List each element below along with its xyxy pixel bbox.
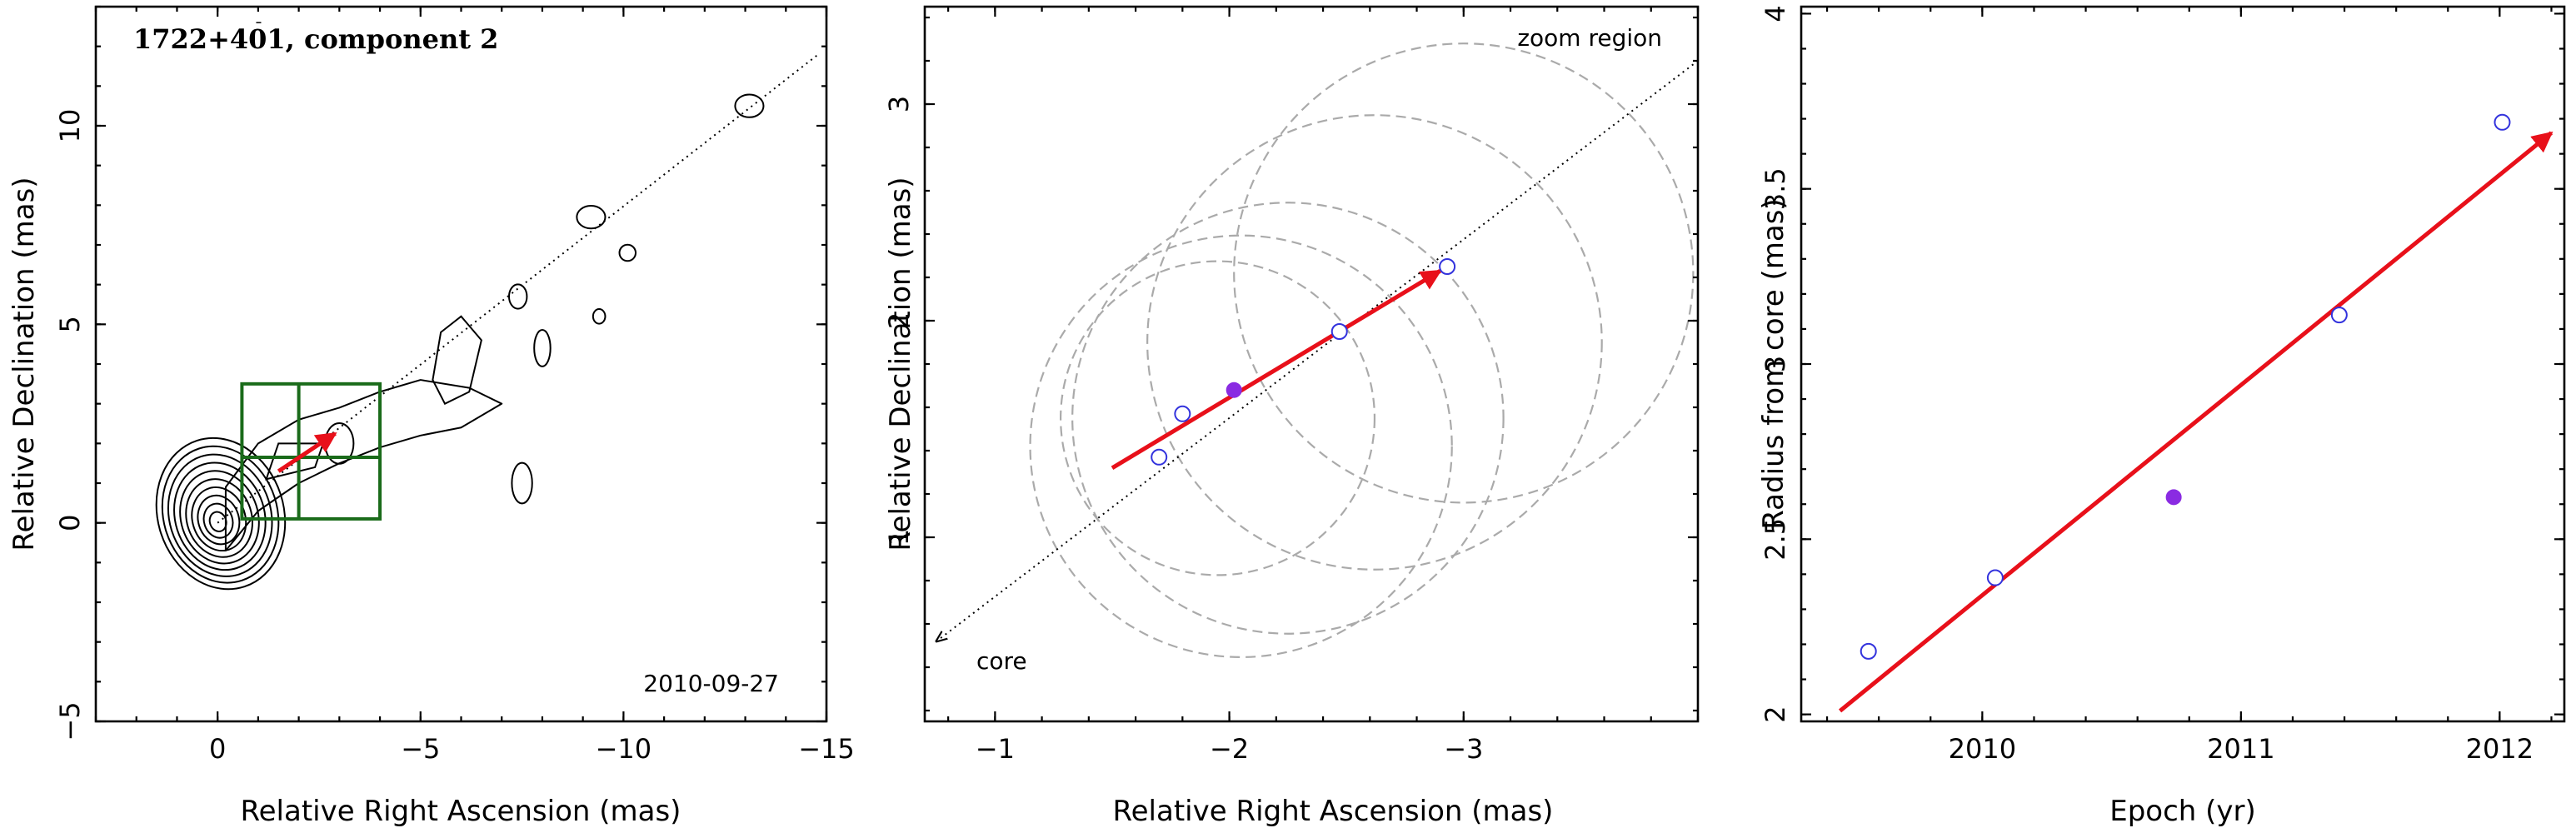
zoom-region-label: zoom region [1517, 24, 1662, 52]
panel1-xtick-label: 0 [209, 733, 226, 765]
panel2-ytick-label: 1 [883, 529, 915, 546]
panel3-xtick-label: 2012 [2466, 733, 2534, 765]
component-position-open [1151, 448, 1168, 466]
contour-map [155, 93, 765, 591]
panel2-frame [923, 5, 1700, 723]
epoch-point-open [2494, 113, 2511, 131]
panel3-xtick-label: 2011 [2207, 733, 2274, 765]
panel3-frame [1800, 5, 2566, 723]
panel-zoom-region: −1 −2 −3 1 2 3 zoom region core Relative Righ… [883, 5, 1700, 828]
panel3-ylabel: Radius from core (mas) [1757, 198, 1790, 529]
panel1-xtick-label: −10 [596, 733, 652, 765]
panel3-xtick-label: 2010 [1949, 733, 2016, 765]
jet-blob-contour [533, 329, 552, 367]
component-position-open [1330, 323, 1348, 340]
core-contour [202, 502, 234, 539]
panel1-ytick-label: 5 [54, 316, 86, 332]
panel1-ytick-label: 0 [54, 514, 86, 531]
panel3-ytick-label: 3.5 [1760, 167, 1791, 210]
jet-blob-contour [576, 204, 607, 230]
core-label: core [976, 647, 1027, 675]
panel2-ytick-label: 2 [883, 312, 915, 329]
panel2-xlabel: Relative Right Ascension (mas) [1113, 795, 1554, 828]
panel2-xtick-label: −3 [1444, 733, 1483, 765]
core-contour [191, 486, 247, 552]
panel-radius-vs-epoch: 2010 2011 2012 2 2.5 3 3.5 4 Epoch (yr) Radius … [1757, 5, 2566, 828]
panel3-ytick-label: 3 [1760, 356, 1791, 372]
panel2-marks [936, 42, 1698, 658]
epoch-point-filled [2165, 489, 2182, 506]
component-size-circle [1060, 260, 1376, 576]
component-size-circle [1233, 42, 1695, 504]
jet-blob-contour [511, 461, 533, 505]
panel1-ylabel: Relative Declination (mas) [7, 177, 41, 551]
component-size-circle [1071, 202, 1505, 635]
panel1-ytick-label: 10 [54, 109, 86, 143]
panel3-xlabel: Epoch (yr) [2109, 795, 2256, 828]
core-contour [179, 470, 260, 565]
jet-blob-contour [618, 243, 637, 262]
panel1-frame [94, 5, 828, 723]
core-contour [155, 436, 287, 591]
beam-mark [253, 22, 262, 39]
jet-knot-contour [432, 315, 482, 405]
panel3-ytick-label: 2.5 [1760, 518, 1791, 561]
panel1-xtick-label: −15 [798, 733, 855, 765]
fit-arrow [1838, 131, 2554, 713]
panel1-title: 1722+401, component 2 [133, 23, 498, 55]
zoom-box [240, 382, 382, 521]
jet-outer-contour [224, 379, 503, 552]
jet-blob-contour [507, 283, 528, 310]
component-position-open [1439, 258, 1456, 275]
epoch-point-open [1986, 569, 2004, 586]
motion-arrow [277, 431, 337, 473]
jet-blob-contour [734, 93, 765, 118]
epoch-point-open [1860, 642, 1877, 660]
panel2-ticks: −1 −2 −3 1 2 3 [883, 7, 1700, 765]
panel1-date-label: 2010-09-27 [643, 670, 779, 697]
jet-blob-contour [592, 308, 607, 325]
panel1-xtick-label: −5 [401, 733, 440, 765]
core-contour [161, 445, 280, 584]
jet-axis-line [936, 60, 1698, 641]
panel3-ytick-label: 2 [1760, 706, 1791, 722]
epoch-point-open [2330, 307, 2348, 324]
panel2-xtick-label: −2 [1210, 733, 1249, 765]
motion-arrow [1111, 269, 1442, 470]
panel1-ytick-label: −5 [54, 701, 86, 741]
core-contour [173, 461, 267, 571]
component-position-filled [1226, 382, 1242, 398]
panel2-ylabel: Relative Declination (mas) [884, 177, 917, 551]
component-size-circle [1146, 114, 1603, 571]
panel3-marks [1838, 113, 2554, 713]
panel2-ytick-label: 3 [883, 96, 915, 112]
component-size-circle [1029, 234, 1453, 658]
panel-contour-map: 0 −5 −10 −15 −5 0 5 10 1722+401, component 2 20… [7, 5, 855, 828]
panel3-ticks: 2010 2011 2012 2 2.5 3 3.5 4 [1760, 5, 2564, 765]
panel1-marks [217, 22, 819, 524]
component-position-open [1174, 405, 1191, 422]
panel2-xtick-label: −1 [976, 733, 1015, 765]
core-contour [185, 478, 253, 558]
panel3-ytick-label: 4 [1760, 5, 1791, 22]
panel1-xlabel: Relative Right Ascension (mas) [241, 795, 681, 828]
panel1-ticks: 0 −5 −10 −15 −5 0 5 10 [54, 5, 855, 765]
core-contour [167, 453, 273, 577]
